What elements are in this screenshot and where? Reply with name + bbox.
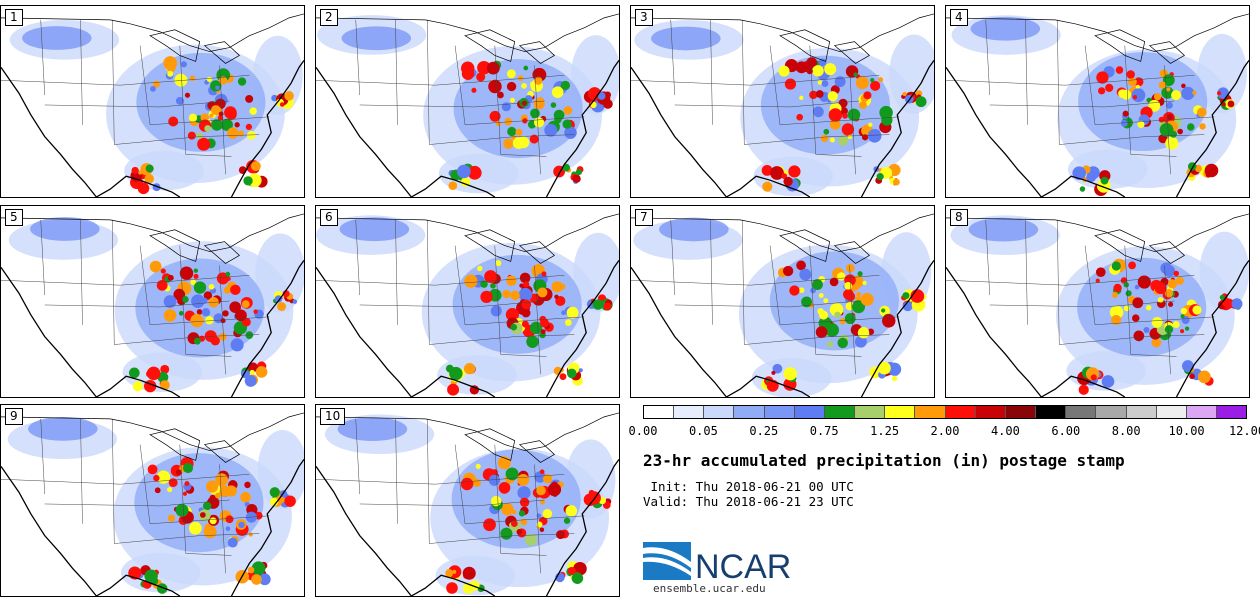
precip-field <box>317 15 619 194</box>
colorbar-swatch <box>885 406 916 418</box>
ensemble-member-panel: 10 <box>315 404 620 597</box>
precip-field <box>951 15 1247 196</box>
precip-map <box>1 13 304 197</box>
precip-map <box>316 13 619 197</box>
precip-colorbar <box>643 405 1247 419</box>
ensemble-member-panel: 6 <box>315 205 620 398</box>
member-number-label: 7 <box>635 209 653 226</box>
member-number-label: 8 <box>950 209 968 226</box>
colorbar-swatch <box>674 406 705 418</box>
precip-map <box>946 13 1249 197</box>
colorbar-tick-label: 10.00 <box>1168 424 1205 438</box>
colorbar-swatch <box>855 406 886 418</box>
colorbar-swatch <box>945 406 976 418</box>
ensemble-member-panel: 4 <box>945 5 1250 198</box>
colorbar-tick-label: 12.00 <box>1228 424 1260 438</box>
colorbar-swatch <box>704 406 735 418</box>
colorbar-swatch <box>824 406 856 418</box>
ensemble-member-panel: 8 <box>945 205 1250 398</box>
ncar-logo: NCAR <box>643 542 791 584</box>
colorbar-tick-label: 0.75 <box>809 424 839 438</box>
member-number-label: 1 <box>5 9 23 26</box>
colorbar-swatch <box>734 406 765 418</box>
colorbar-tick-label: 0.00 <box>628 424 658 438</box>
precip-field <box>324 414 616 596</box>
member-number-label: 10 <box>320 408 346 425</box>
valid-time: Valid: Thu 2018-06-21 23 UTC <box>643 494 854 509</box>
colorbar-tick-label: 6.00 <box>1051 424 1081 438</box>
ensemble-member-panel: 9 <box>0 404 305 597</box>
precip-map <box>316 213 619 397</box>
precip-field <box>8 217 304 393</box>
ensemble-member-panel: 2 <box>315 5 620 198</box>
ensemble-member-panel: 3 <box>630 5 935 198</box>
precip-map <box>631 13 934 197</box>
colorbar-swatch <box>1126 406 1157 418</box>
colorbar-tick-label: 1.25 <box>870 424 900 438</box>
precip-map <box>946 213 1249 397</box>
precip-map <box>316 412 619 596</box>
colorbar-tick-label: 8.00 <box>1111 424 1141 438</box>
precip-map <box>1 412 304 596</box>
ensemble-member-panel: 5 <box>0 205 305 398</box>
member-number-label: 4 <box>950 9 968 26</box>
precip-field <box>634 20 934 197</box>
colorbar-swatch <box>1096 406 1127 418</box>
member-number-label: 5 <box>5 209 23 226</box>
colorbar-swatch <box>764 406 795 418</box>
precip-field <box>9 20 303 195</box>
logo-text: NCAR <box>695 548 791 584</box>
colorbar-swatch <box>1005 406 1037 418</box>
colorbar-tick-label: 0.05 <box>688 424 718 438</box>
colorbar-swatch <box>975 406 1006 418</box>
colorbar-swatch <box>915 406 946 418</box>
colorbar-swatch <box>794 406 825 418</box>
precip-field <box>950 215 1249 395</box>
precip-field <box>316 215 619 396</box>
member-number-label: 2 <box>320 9 338 26</box>
chart-title: 23-hr accumulated precipitation (in) pos… <box>643 451 1125 470</box>
colorbar-tick-label: 0.25 <box>749 424 779 438</box>
precip-field <box>633 217 932 397</box>
colorbar-swatch <box>644 406 675 418</box>
member-number-label: 9 <box>5 408 23 425</box>
colorbar-swatch <box>1216 406 1247 418</box>
ensemble-member-panel: 7 <box>630 205 935 398</box>
precip-map <box>631 213 934 397</box>
colorbar-tick-label: 4.00 <box>990 424 1020 438</box>
site-url: ensemble.ucar.edu <box>653 582 766 595</box>
precip-map <box>1 213 304 397</box>
ensemble-member-panel: 1 <box>0 5 305 198</box>
colorbar-tick-label: 2.00 <box>930 424 960 438</box>
colorbar-swatch <box>1066 406 1097 418</box>
colorbar-swatch <box>1036 406 1067 418</box>
colorbar-swatch <box>1186 406 1217 418</box>
colorbar-swatch <box>1156 406 1187 418</box>
precip-field <box>7 417 304 594</box>
member-number-label: 6 <box>320 209 338 226</box>
init-time: Init: Thu 2018-06-21 00 UTC <box>643 479 854 494</box>
member-number-label: 3 <box>635 9 653 26</box>
